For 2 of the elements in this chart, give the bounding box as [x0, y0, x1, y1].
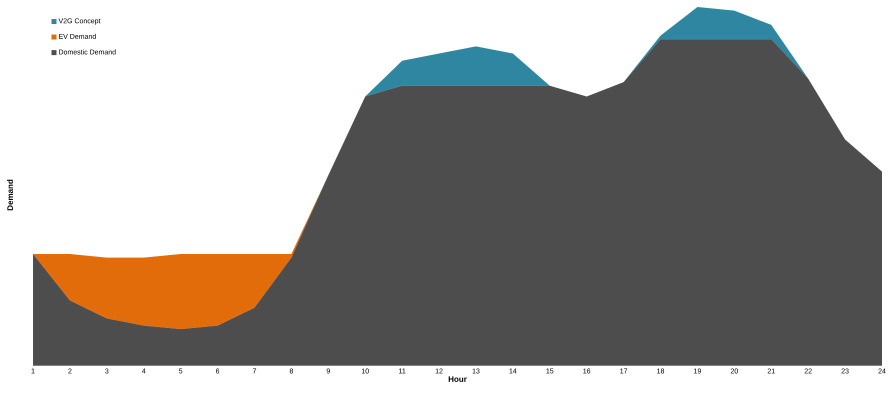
x-axis-title: Hour — [448, 376, 467, 382]
y-axis-title: Demand — [7, 180, 13, 210]
